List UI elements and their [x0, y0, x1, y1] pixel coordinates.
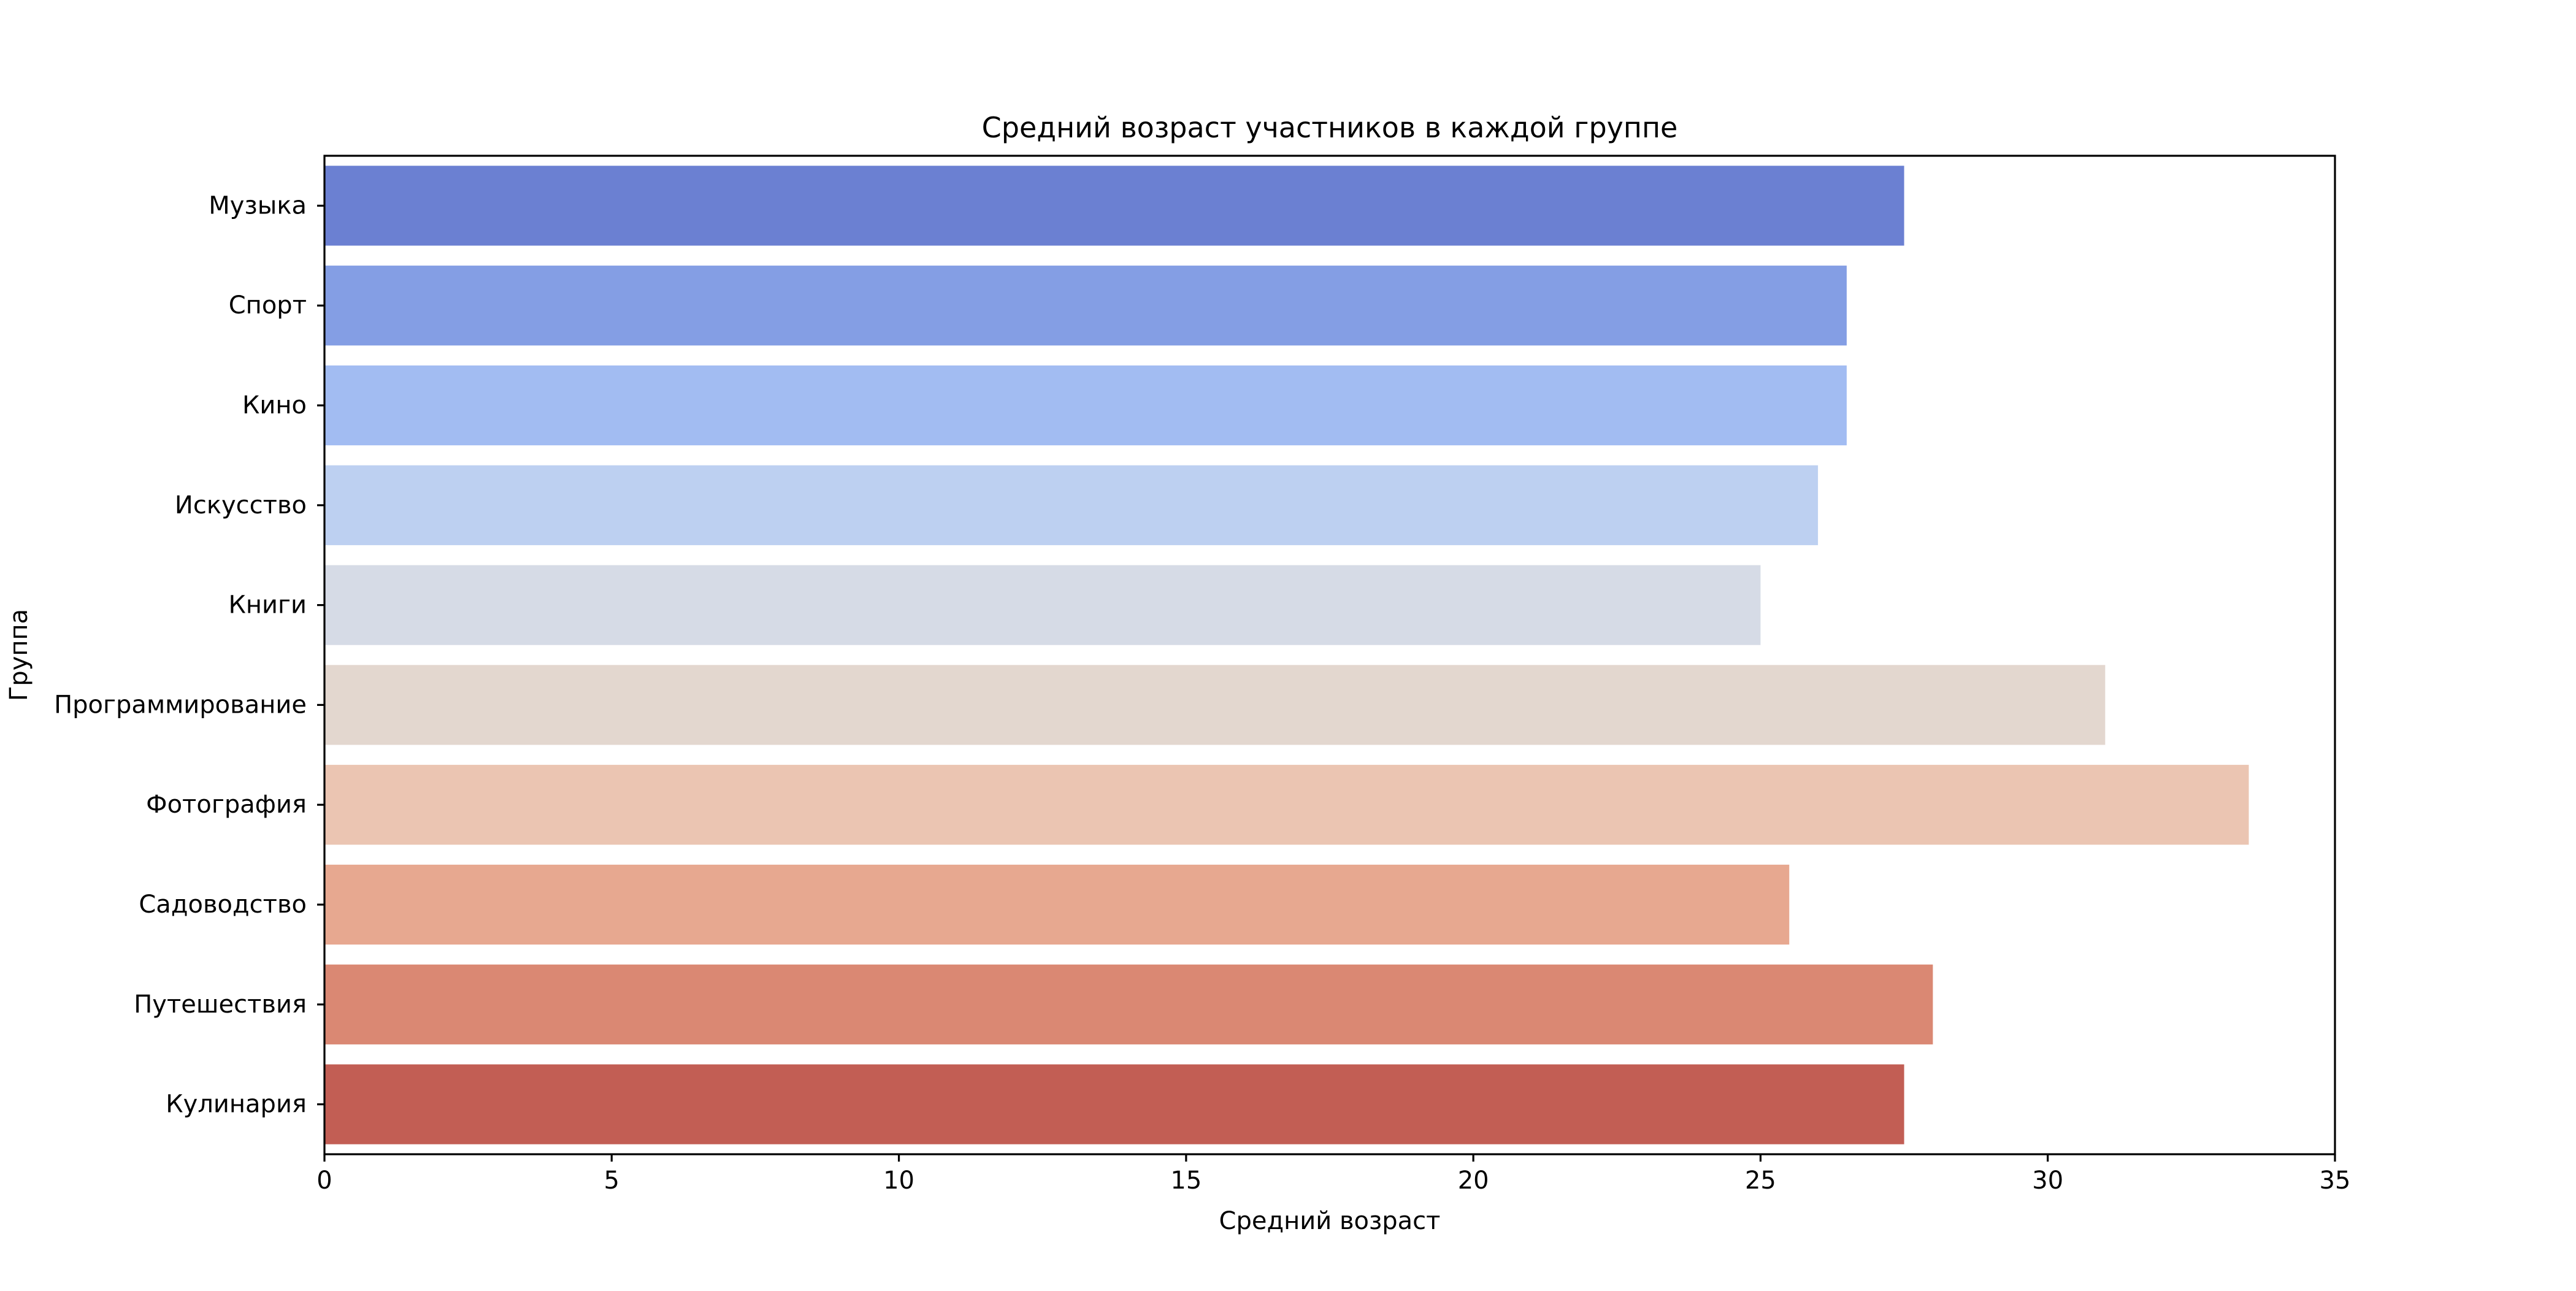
bar: [324, 864, 1790, 945]
y-tick-label: Музыка: [209, 191, 307, 220]
x-axis-ticks: 0 5 10 15 20 25 30 35: [316, 1154, 2350, 1195]
y-tick-label: Искусство: [175, 491, 307, 519]
x-axis-label: Средний возраст: [1219, 1207, 1441, 1235]
bar: [324, 665, 2106, 745]
y-tick-label: Кулинария: [166, 1090, 307, 1119]
x-tick-label: 5: [604, 1166, 619, 1195]
y-tick-label: Программирование: [54, 691, 307, 719]
bar: [324, 166, 1904, 246]
y-tick-label: Садоводство: [139, 891, 307, 919]
chart-title: Средний возраст участников в каждой груп…: [982, 111, 1678, 144]
x-tick-label: 25: [1745, 1166, 1776, 1195]
bar: [324, 465, 1819, 545]
y-tick-label: Кино: [242, 391, 307, 419]
x-tick-label: 0: [316, 1166, 332, 1195]
y-tick-label: Фотография: [146, 791, 307, 819]
x-tick-label: 20: [1458, 1166, 1489, 1195]
bar: [324, 1064, 1904, 1144]
bar: [324, 365, 1847, 446]
x-tick-label: 30: [2032, 1166, 2063, 1195]
bars-layer: [324, 166, 2249, 1144]
x-tick-label: 10: [883, 1166, 914, 1195]
bar: [324, 565, 1761, 645]
x-tick-label: 15: [1170, 1166, 1202, 1195]
y-axis-ticks: Музыка Спорт Кино Искусство Книги Программиро…: [54, 191, 324, 1119]
bar: [324, 964, 1933, 1044]
y-axis-label: Группа: [5, 609, 33, 701]
x-tick-label: 35: [2320, 1166, 2351, 1195]
y-tick-label: Книги: [228, 591, 307, 619]
y-tick-label: Спорт: [229, 291, 307, 320]
y-tick-label: Путешествия: [134, 990, 307, 1019]
plot-frame: [323, 155, 2336, 1155]
bar: [324, 266, 1847, 346]
bar: [324, 765, 2249, 845]
